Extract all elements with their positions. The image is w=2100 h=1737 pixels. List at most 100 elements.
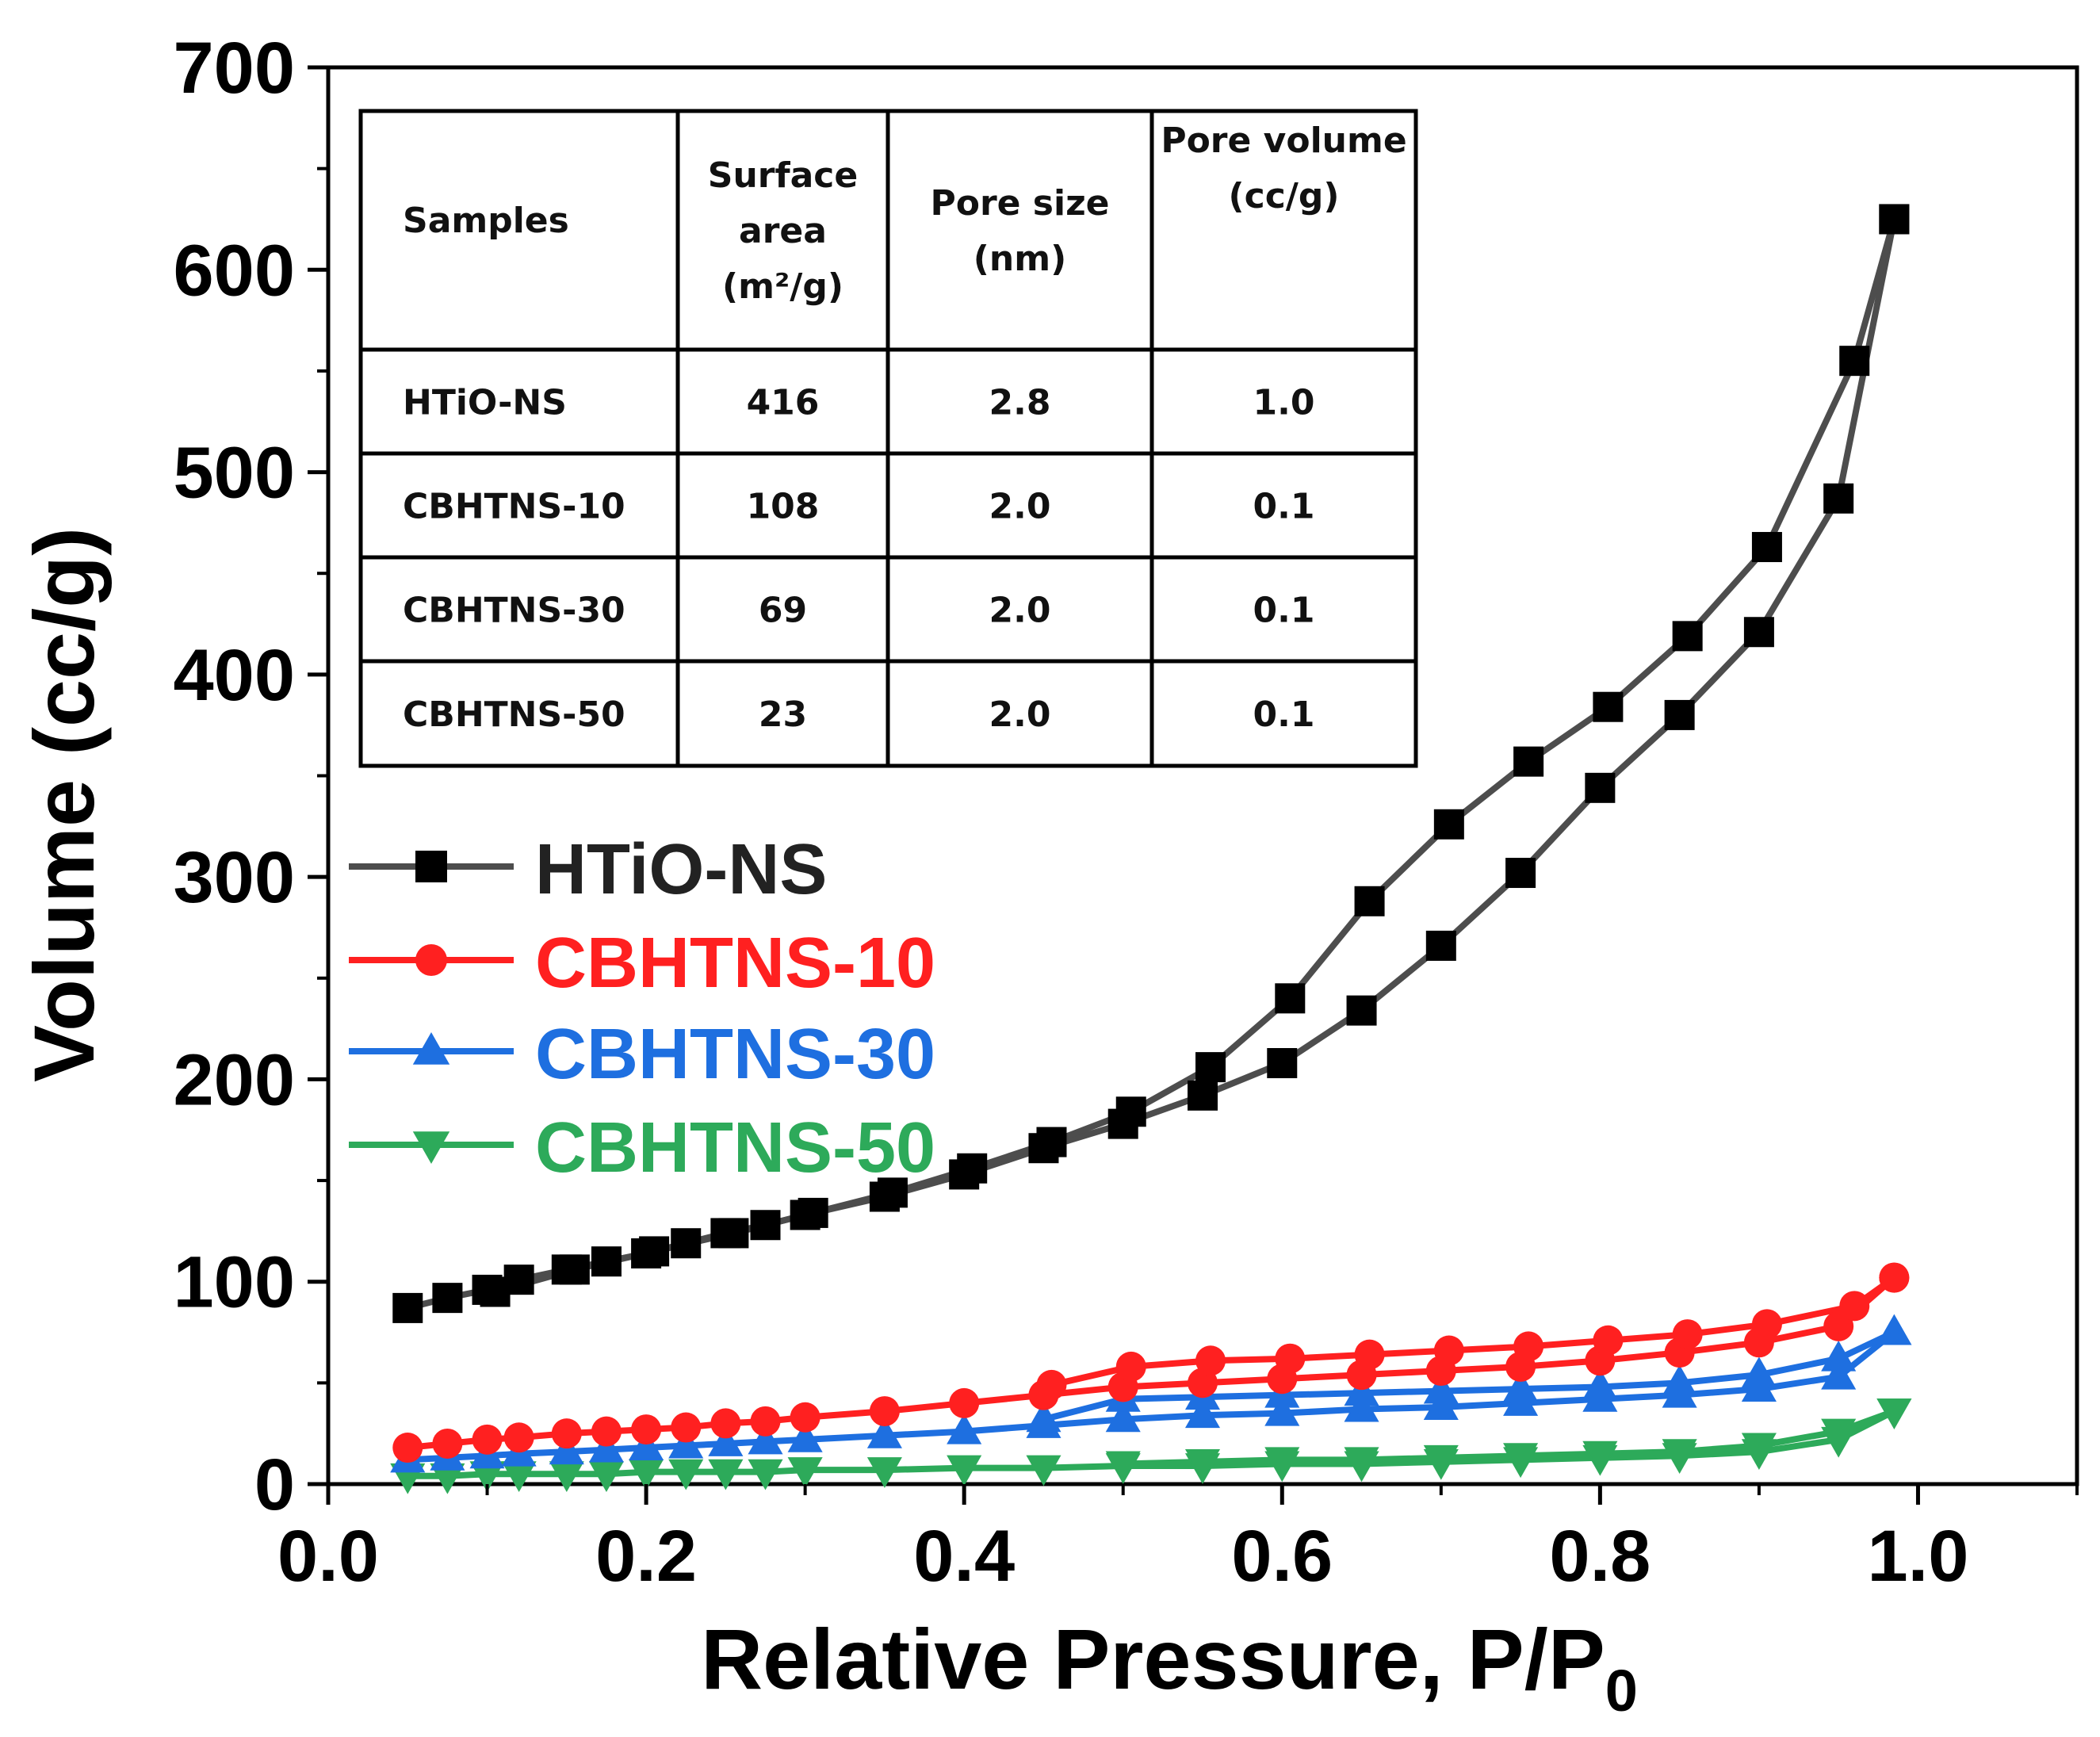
table-cell: 0.1 [1253, 591, 1315, 631]
series-htio-ns [392, 204, 1910, 1323]
data-point [1823, 483, 1854, 514]
table-cell: CBHTNS-30 [403, 591, 625, 631]
data-point [1672, 621, 1703, 652]
legend-item-cbhtns-30: CBHTNS-30 [349, 1015, 935, 1094]
data-point [1839, 1291, 1870, 1322]
data-point [432, 1283, 463, 1314]
data-point [1879, 204, 1910, 235]
data-point [1425, 930, 1456, 961]
data-point [866, 1417, 902, 1448]
data-point [1344, 1447, 1379, 1479]
data-point [957, 1153, 988, 1184]
data-point [549, 1433, 584, 1465]
data-point [1105, 1401, 1141, 1433]
data-point [1513, 1331, 1544, 1362]
data-point [1275, 983, 1306, 1014]
table-cell: CBHTNS-50 [403, 694, 625, 735]
table-cell: 1.0 [1253, 383, 1315, 423]
table-cell: 108 [747, 487, 820, 527]
data-point [1593, 1325, 1624, 1356]
data-point [1026, 1401, 1061, 1433]
data-point [787, 1421, 823, 1452]
data-point [1184, 1448, 1221, 1480]
data-point [1876, 1398, 1912, 1429]
legend-label: CBHTNS-30 [535, 1015, 935, 1094]
table-cell: 2.0 [989, 694, 1051, 735]
table-cell: 2.8 [989, 383, 1051, 423]
data-point [947, 1413, 982, 1444]
data-point [480, 1276, 511, 1307]
data-point [1503, 1443, 1539, 1475]
data-point [708, 1459, 744, 1490]
data-point [639, 1236, 670, 1267]
legend-marker [415, 944, 447, 976]
series-layer [390, 204, 1912, 1494]
data-point [798, 1197, 828, 1228]
table-cell: 0.1 [1253, 694, 1315, 735]
data-point [748, 1459, 783, 1490]
data-point [1672, 1319, 1703, 1350]
data-point [1115, 1096, 1146, 1127]
data-point [1036, 1127, 1067, 1157]
data-point [1433, 1335, 1464, 1366]
x-tick-label: 0.2 [595, 1516, 697, 1597]
legend-label: CBHTNS-50 [535, 1108, 935, 1188]
table-cell: 69 [759, 591, 807, 631]
x-tick-label: 0.6 [1231, 1516, 1333, 1597]
data-point [1423, 1389, 1459, 1420]
data-point [671, 1412, 702, 1443]
table-cell: 0.1 [1253, 487, 1315, 527]
data-point [1662, 1439, 1697, 1470]
data-point [1036, 1369, 1067, 1400]
table-cell: 23 [759, 694, 807, 735]
data-point [1105, 1451, 1141, 1483]
data-point [1354, 1339, 1385, 1370]
data-point [503, 1422, 534, 1453]
data-point [668, 1459, 704, 1490]
table-cell: HTiO-NS [403, 383, 567, 423]
data-point [787, 1457, 823, 1488]
data-point [1423, 1372, 1459, 1404]
legend-label: CBHTNS-10 [535, 924, 935, 1003]
properties-table: Samples Surface area (m²/g) Pore size (nm) Por… [358, 109, 1418, 768]
table-header-text: (m²/g) [722, 266, 843, 307]
data-point [1513, 746, 1544, 777]
data-point [1839, 346, 1870, 377]
data-point [1026, 1455, 1061, 1486]
data-point [1743, 617, 1774, 648]
x-tick-label: 0.0 [277, 1516, 379, 1597]
data-point [1879, 1262, 1910, 1293]
data-point [750, 1406, 781, 1437]
legend-item-htio-ns: HTiO-NS [349, 830, 827, 909]
data-point [588, 1461, 624, 1493]
x-tick-label: 1.0 [1868, 1516, 1969, 1597]
data-point [432, 1428, 463, 1459]
data-point [1751, 1309, 1782, 1340]
data-point [430, 1463, 465, 1494]
data-point [790, 1402, 820, 1433]
legend-label: HTiO-NS [535, 830, 827, 909]
table-header-text: (cc/g) [1229, 176, 1340, 216]
legend-item-cbhtns-10: CBHTNS-10 [349, 924, 935, 1003]
table-header-text: (nm) [973, 239, 1066, 279]
data-point [1433, 809, 1464, 840]
data-point [866, 1457, 902, 1488]
data-point [1188, 1080, 1218, 1111]
data-point [469, 1461, 505, 1493]
data-point [1751, 532, 1782, 563]
data-point [501, 1461, 537, 1493]
x-tick-label: 0.4 [913, 1516, 1015, 1597]
data-point [1505, 858, 1536, 889]
data-point [1582, 1368, 1618, 1400]
legend-marker [415, 851, 447, 882]
table-cell: 2.0 [989, 487, 1051, 527]
data-point [1821, 1340, 1857, 1372]
data-point [629, 1459, 664, 1490]
data-point [708, 1425, 744, 1456]
series-cbhtns-50 [390, 1398, 1912, 1494]
data-point [1423, 1444, 1459, 1476]
data-point [1184, 1397, 1221, 1429]
y-axis-title: Volume (cc/g) [16, 527, 112, 1082]
data-point [1876, 1314, 1912, 1345]
table-header-text: Samples [403, 201, 569, 241]
